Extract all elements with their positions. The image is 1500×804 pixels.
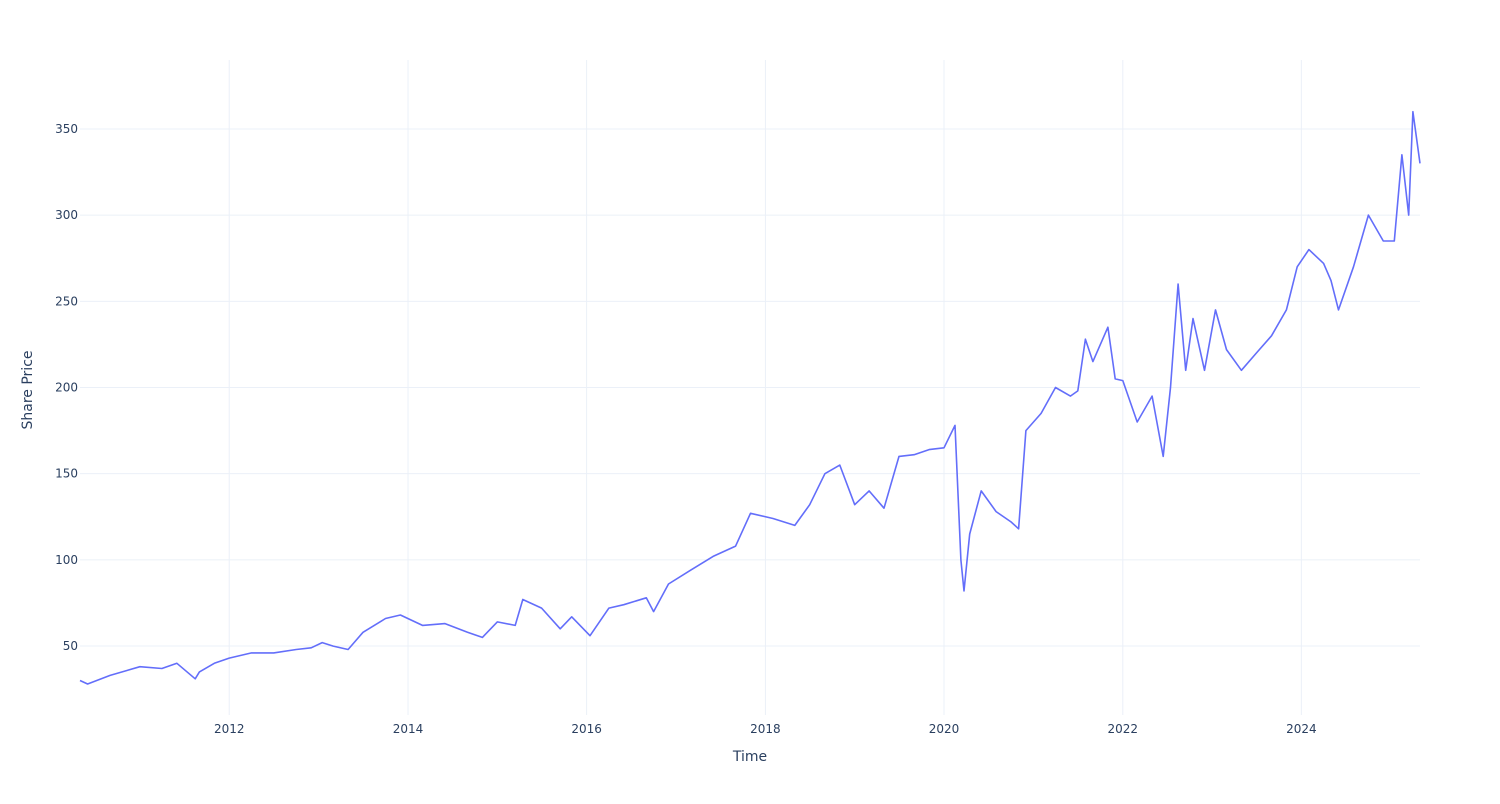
x-tick-label: 2018 <box>750 722 781 736</box>
price-series-line <box>79 110 1421 685</box>
x-axis-title: Time <box>732 749 767 765</box>
x-tick-label: 2020 <box>929 722 960 736</box>
y-tick-label: 250 <box>55 294 78 308</box>
y-axis-ticks: 50 100 150 200 250 300 350 <box>55 122 78 653</box>
x-tick-label: 2024 <box>1286 722 1317 736</box>
y-tick-label: 150 <box>55 467 78 481</box>
y-tick-label: 50 <box>63 639 78 653</box>
y-tick-label: 100 <box>55 553 78 567</box>
gridlines <box>80 60 1420 715</box>
x-tick-label: 2016 <box>571 722 602 736</box>
y-tick-label: 300 <box>55 208 78 222</box>
x-tick-label: 2022 <box>1108 722 1139 736</box>
x-tick-label: 2012 <box>214 722 245 736</box>
series-layer <box>79 110 1421 685</box>
x-axis-ticks: 2012 2014 2016 2018 2020 2022 2024 <box>214 722 1317 736</box>
y-tick-label: 200 <box>55 381 78 395</box>
y-tick-label: 350 <box>55 122 78 136</box>
x-tick-label: 2014 <box>393 722 424 736</box>
y-axis-title: Share Price <box>20 350 36 429</box>
